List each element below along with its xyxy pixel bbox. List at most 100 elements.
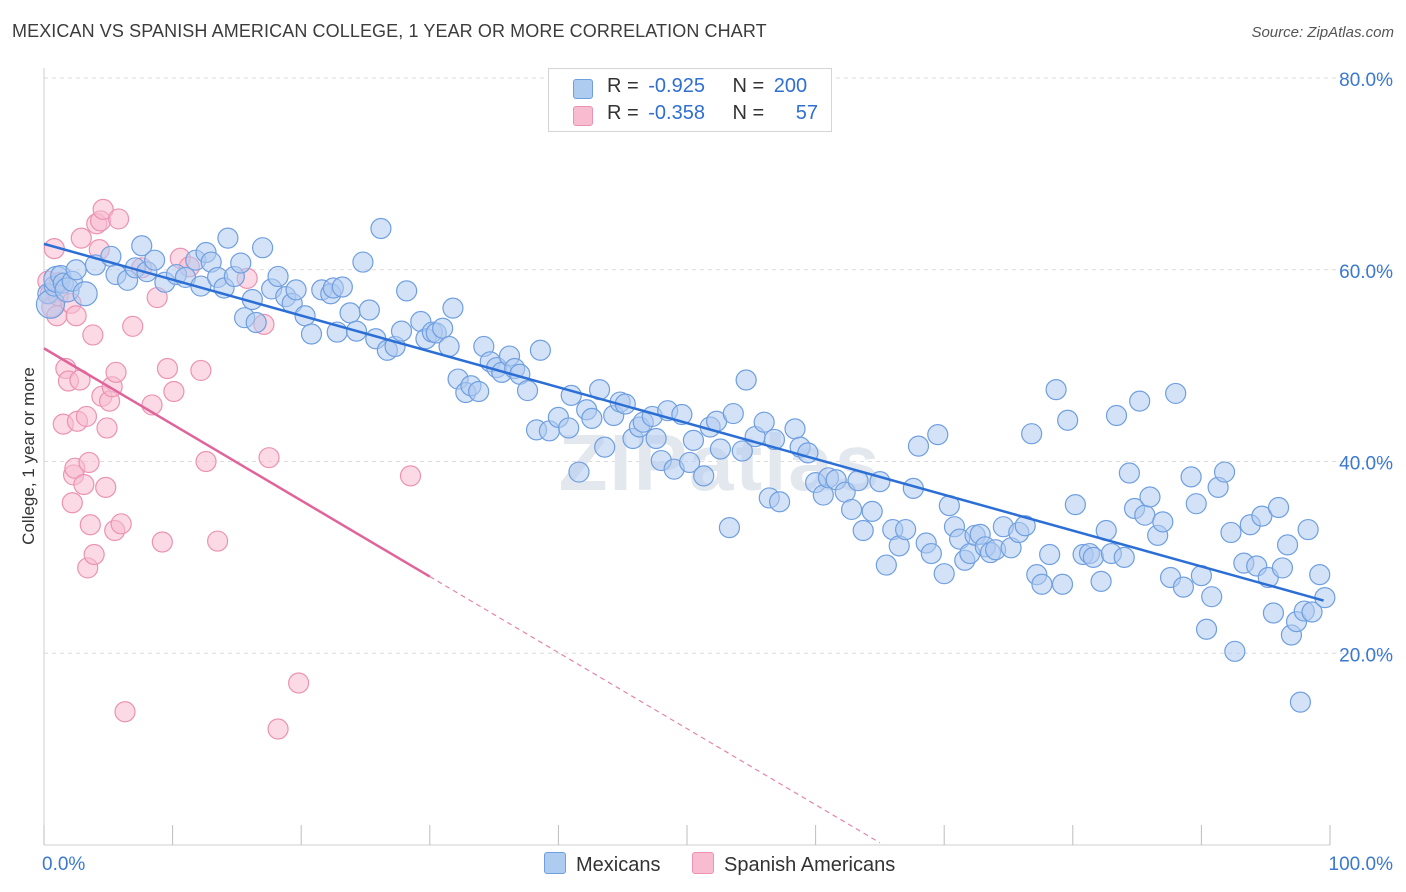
spanish-americans-point-23: [82, 324, 104, 346]
mexicans-point-62: [442, 297, 464, 319]
legend-label-mexicans: Mexicans: [576, 854, 661, 876]
spanish-americans-point-54: [267, 718, 289, 740]
mexicans-point-40: [300, 323, 323, 345]
correlation-legend: R = -0.925 N = 200 R = -0.358 N = 57: [548, 68, 832, 132]
n-value-mexicans: 200: [773, 75, 808, 97]
mexicans-point-164: [1105, 404, 1128, 427]
mexicans-point-81: [568, 461, 590, 483]
mexicans-point-9: [72, 281, 98, 307]
mexicans-point-165: [1113, 546, 1135, 568]
spanish-americans-point-39: [122, 315, 144, 337]
source-label: Source: ZipAtlas.com: [1251, 24, 1394, 41]
mexicans-point-133: [920, 542, 942, 565]
legend-item-spanish-americans: Spanish Americans: [692, 852, 895, 877]
y-axis-label: College, 1 year or more: [19, 367, 38, 545]
spanish-americans-point-37: [110, 513, 132, 535]
mexicans-point-27: [217, 227, 239, 249]
legend-swatch-mexicans: [544, 852, 566, 874]
mexicans-point-83: [581, 407, 603, 429]
y-tick-label-3: 80.0%: [1339, 70, 1393, 91]
spanish-americans-point-44: [156, 357, 179, 380]
mexicans-point-60: [432, 317, 454, 339]
y-tick-label-1: 40.0%: [1339, 454, 1393, 475]
mexicans-point-124: [861, 500, 883, 522]
mexicans-point-183: [1220, 521, 1242, 544]
mexicans-point-106: [731, 440, 753, 462]
mexicans-point-111: [763, 428, 786, 451]
mexicans-point-45: [331, 276, 353, 298]
r-label: R =: [607, 102, 639, 124]
mexicans-point-51: [370, 217, 392, 240]
mexicans-point-79: [558, 417, 580, 439]
trend-lines: [43, 242, 1324, 844]
spanish-americans-point-56: [399, 465, 422, 487]
spanish-americans-point-21: [78, 451, 100, 474]
spanish-americans-point-30: [95, 476, 117, 498]
mexicans-point-160: [1082, 546, 1104, 568]
tick-labels: 20.0% 40.0% 60.0% 80.0% 0.0% 100.0%: [42, 70, 1393, 875]
y-tick-label-0: 20.0%: [1339, 645, 1393, 666]
x-tick-label-min: 0.0%: [42, 854, 85, 875]
spanish-americans-point-38: [114, 701, 136, 723]
r-label: R =: [607, 75, 639, 97]
mexicans-point-175: [1172, 576, 1194, 598]
mexicans-point-196: [1289, 691, 1312, 713]
legend-swatch-blue: [573, 79, 593, 99]
n-label: N =: [732, 102, 765, 124]
mexicans-point-126: [875, 554, 897, 576]
mexicans-point-149: [1014, 515, 1036, 537]
spanish-americans-point-45: [163, 380, 185, 403]
mexicans-point-100: [693, 465, 715, 487]
n-value-spanish-americans: 57: [795, 102, 819, 124]
mexicans-point-105: [722, 402, 744, 425]
mexicans-point-182: [1213, 461, 1236, 483]
mexicans-point-85: [594, 436, 616, 458]
spanish-americans-point-50: [207, 530, 229, 552]
mexicans-point-74: [516, 379, 539, 402]
spanish-americans-trend-extension: [429, 576, 881, 844]
mexicans-point-66: [468, 380, 490, 403]
mexicans-point-174: [1165, 382, 1187, 405]
grid-lines: [44, 77, 1392, 654]
spanish-americans-point-19: [75, 405, 98, 428]
mexicans-point-76: [529, 339, 551, 361]
mexicans-point-17: [143, 249, 166, 271]
mexicans-point-32: [245, 311, 267, 334]
mexicans-point-104: [718, 517, 741, 539]
mexicans-point-198: [1297, 518, 1319, 541]
axes: [43, 68, 1331, 846]
mexicans-point-199: [1301, 601, 1323, 623]
mexicans-point-154: [1045, 378, 1067, 401]
mexicans-point-61: [438, 335, 460, 358]
spanish-americans-point-11: [61, 492, 83, 514]
mexicans-point-161: [1090, 570, 1112, 592]
mexicans-trend-line: [43, 242, 1324, 602]
spanish-americans-point-31: [96, 417, 118, 439]
mexicans-point-184: [1224, 640, 1246, 662]
mexicans-point-150: [1021, 423, 1043, 445]
mexicans-point-168: [1129, 390, 1151, 412]
legend-swatch-pink: [573, 106, 593, 126]
mexicans-point-35: [267, 265, 289, 288]
mexicans-point-121: [841, 498, 863, 521]
mexicans-point-49: [358, 299, 380, 321]
mexicans-point-46: [339, 302, 361, 324]
y-tick-label-2: 60.0%: [1339, 262, 1393, 283]
mexicans-point-166: [1118, 462, 1140, 484]
mexicans-point-131: [907, 435, 930, 457]
mexicans-point-48: [352, 251, 374, 273]
mexicans-point-188: [1251, 505, 1273, 527]
mexicans-point-200: [1309, 564, 1331, 586]
mexicans-point-112: [768, 491, 791, 513]
spanish-americans-point-53: [258, 447, 280, 469]
mexicans-point-155: [1051, 573, 1074, 595]
mexicans-point-93: [645, 427, 667, 450]
mexicans-point-38: [285, 279, 307, 301]
spanish-americans-point-14: [65, 305, 87, 327]
mexicans-point-176: [1180, 466, 1202, 488]
spanish-americans-point-48: [190, 359, 212, 382]
spanish-americans-point-49: [195, 450, 217, 473]
spanish-americans-point-55: [288, 672, 310, 694]
mexicans-point-113: [784, 418, 806, 440]
mexicans-point-134: [927, 424, 949, 446]
